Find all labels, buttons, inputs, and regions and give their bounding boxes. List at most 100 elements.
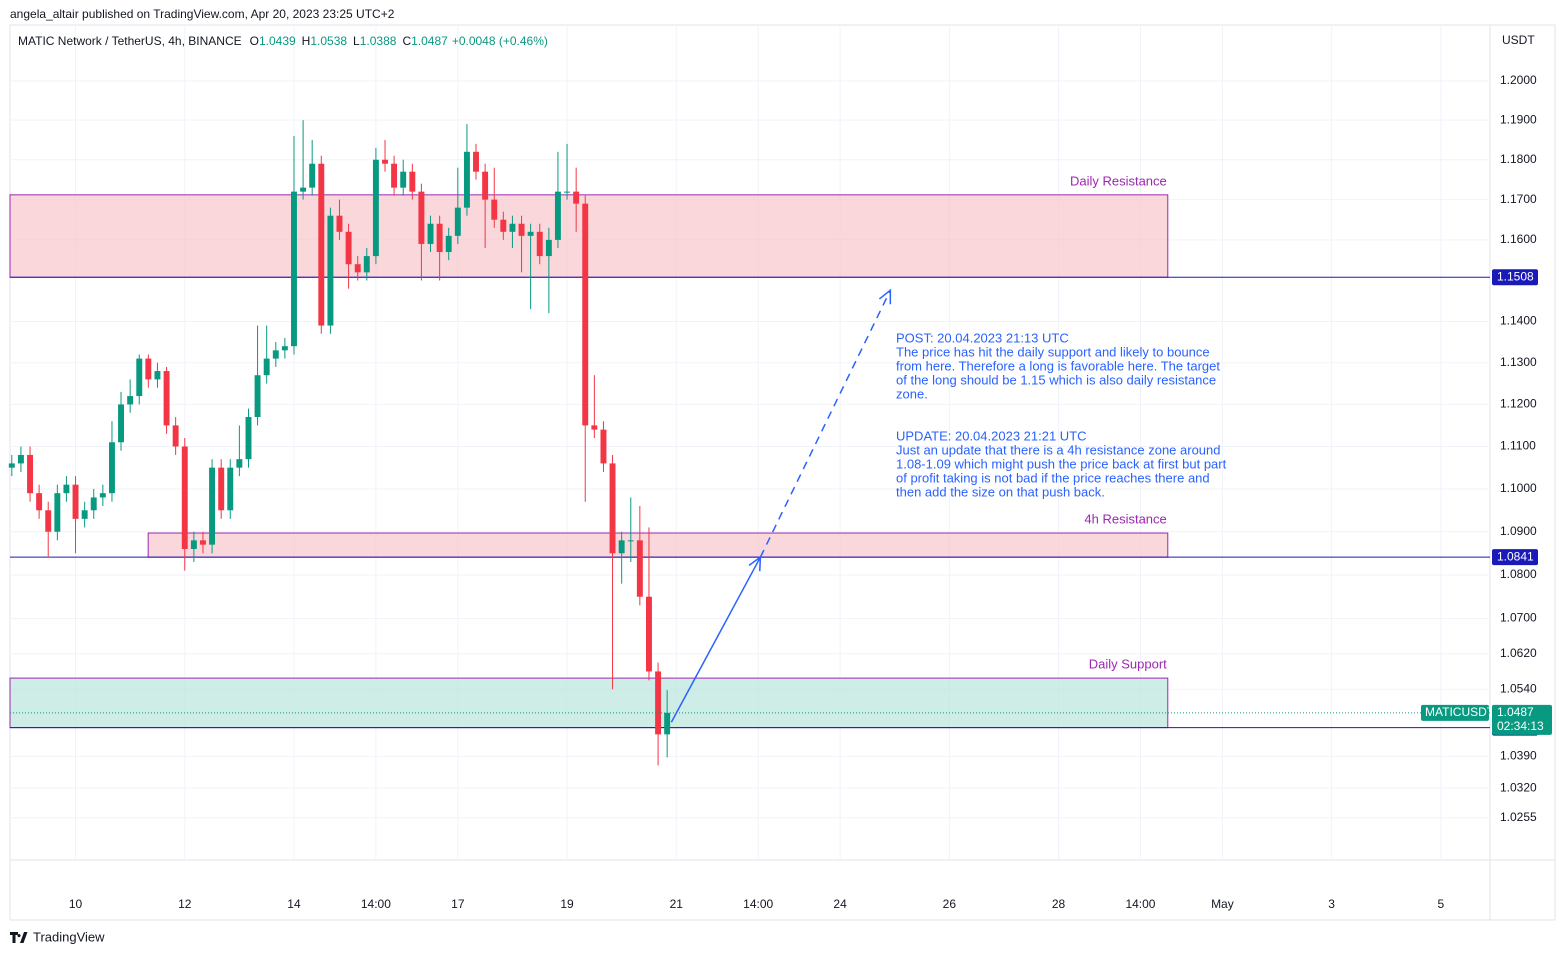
x-tick-label: 26 (943, 897, 957, 911)
y-tick-label: 1.0620 (1500, 646, 1537, 660)
x-tick-label: 14:00 (361, 897, 391, 911)
candle-body (436, 223, 443, 253)
ohlc-legend: MATIC Network / TetherUS, 4h, BINANCE O1.… (18, 34, 548, 48)
y-tick-label: 1.1900 (1500, 112, 1537, 126)
candle-body (72, 484, 79, 519)
candle-body (172, 425, 179, 447)
x-tick-label: 5 (1438, 897, 1445, 911)
publisher-line: angela_altair published on TradingView.c… (10, 7, 395, 21)
y-tick-label: 1.1300 (1500, 355, 1537, 369)
candle-body (354, 264, 361, 273)
ohlc-key: C (402, 34, 411, 48)
candle-body (491, 199, 498, 220)
candle-body (618, 540, 625, 554)
y-tick-label: 1.1100 (1500, 439, 1536, 453)
y-tick-label: 1.1600 (1500, 232, 1537, 246)
candle-body (545, 239, 552, 257)
candle-body (199, 540, 206, 545)
brand-logo: TradingView (10, 929, 105, 944)
candle-body (263, 358, 270, 376)
candle-body (664, 712, 671, 735)
ohlc-key: L (353, 34, 360, 48)
x-tick-label: 17 (451, 897, 465, 911)
symbol-box (1421, 704, 1489, 721)
candle-body (372, 159, 379, 257)
zone (9, 677, 1169, 729)
candle-body (473, 151, 479, 172)
candle-body (554, 191, 561, 240)
candle-body (154, 371, 161, 380)
x-tick-label: May (1211, 897, 1234, 911)
level-label-box (1492, 269, 1538, 286)
candle-body (54, 493, 61, 532)
candle-body (163, 371, 170, 426)
note-line: The price has hit the daily support and … (896, 344, 1210, 359)
candle-body (327, 215, 334, 326)
candle-body (272, 350, 279, 359)
candle-body (582, 203, 589, 426)
x-tick-label: 14 (287, 897, 301, 911)
level-label: 1.0841 (1497, 549, 1534, 563)
x-tick-label: 14:00 (1125, 897, 1155, 911)
candle-body (281, 346, 288, 351)
ohlc-key: H (302, 34, 311, 48)
candle-body (8, 463, 15, 468)
note-line: 1.08-1.09 which might push the price bac… (896, 456, 1227, 471)
level-label-box (1492, 549, 1538, 566)
y-tick-label: 1.2000 (1500, 73, 1537, 87)
y-tick-label: 1.1700 (1500, 192, 1537, 206)
note-line: from here. Therefore a long is favorable… (896, 358, 1220, 373)
brand-name: TradingView (33, 929, 105, 944)
candle-body (17, 454, 24, 464)
last-price-box (1492, 704, 1552, 735)
arrow-head (878, 288, 892, 305)
note-line: of profit taking is not bad if the price… (896, 470, 1210, 485)
ohlc-key: O (250, 34, 259, 48)
candle-body (136, 358, 143, 397)
y-tick-label: 1.0800 (1500, 567, 1537, 581)
candle-body (445, 235, 452, 253)
note-line: zone. (896, 386, 928, 401)
candle-body (591, 425, 598, 430)
candle-body (336, 215, 343, 232)
candle-body (300, 187, 307, 192)
candle-body (291, 191, 297, 347)
candle-body (45, 510, 52, 532)
zone (9, 194, 1169, 278)
y-tick-label: 1.1800 (1500, 152, 1537, 166)
countdown-label: 02:34:13 (1497, 719, 1544, 733)
ohlc-value: 1.0388 (360, 34, 397, 48)
x-tick-label: 14:00 (743, 897, 773, 911)
x-tick-label: 24 (833, 897, 847, 911)
note-line: then add the size on that push back. (896, 484, 1105, 499)
y-tick-label: 1.0255 (1500, 810, 1537, 824)
candle-body (318, 163, 325, 326)
candle-body (227, 467, 234, 511)
y-tick-label: 1.0540 (1500, 681, 1537, 695)
symbol-label: MATICUSDT (1425, 705, 1495, 719)
candle-body (655, 671, 662, 735)
x-tick-label: 19 (560, 897, 574, 911)
x-tick-label: 12 (178, 897, 192, 911)
candle-body (463, 151, 470, 208)
candle-body (63, 484, 70, 494)
candle-body (99, 493, 106, 498)
chart-frame (9, 24, 1556, 921)
candle-body (118, 404, 124, 443)
candle-body (145, 358, 152, 380)
candle-body (600, 429, 607, 464)
candle-body (400, 171, 407, 188)
candle-body (190, 540, 197, 549)
candle-body (573, 191, 580, 204)
candle-body (382, 159, 388, 164)
note-line: UPDATE: 20.04.2023 21:21 UTC (896, 428, 1087, 443)
candle-body (509, 223, 516, 232)
candle-body (245, 417, 252, 460)
candle-body (309, 163, 316, 188)
y-tick-label: 1.0320 (1500, 780, 1537, 794)
candle-body (236, 459, 243, 468)
level-label: 1.1508 (1497, 269, 1534, 283)
candle-body (90, 497, 97, 511)
candle-body (536, 231, 543, 257)
